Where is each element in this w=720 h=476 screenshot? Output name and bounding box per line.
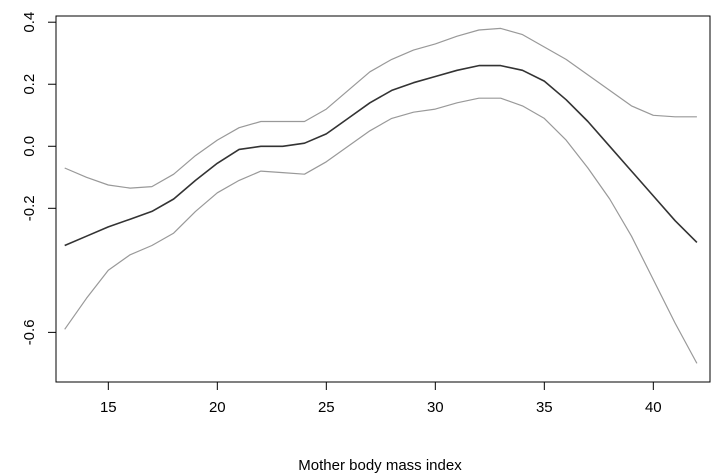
x-tick-label: 40 bbox=[645, 399, 662, 416]
series-line-3 bbox=[64, 97, 698, 364]
x-axis-label: Mother body mass index bbox=[298, 457, 462, 474]
series-line-2 bbox=[64, 64, 698, 247]
x-tick-label: 25 bbox=[318, 399, 335, 416]
plot-frame bbox=[55, 15, 711, 383]
x-tick-label: 35 bbox=[536, 399, 553, 416]
x-tick-label: 15 bbox=[100, 399, 117, 416]
x-tick-label: 20 bbox=[209, 399, 226, 416]
series-line-1 bbox=[64, 27, 697, 189]
y-axis: -0.6 -0.2 0.0 0.2 0.4 bbox=[21, 12, 56, 345]
y-tick-label: 0.0 bbox=[21, 136, 38, 157]
y-tick-label: -0.2 bbox=[21, 195, 38, 221]
y-tick-label: 0.2 bbox=[21, 74, 38, 95]
series-layer bbox=[64, 27, 698, 364]
y-tick-label: 0.4 bbox=[21, 12, 38, 33]
x-tick-label: 30 bbox=[427, 399, 444, 416]
x-axis: 15 20 25 30 35 40 bbox=[100, 382, 662, 416]
y-tick-label: -0.6 bbox=[21, 319, 38, 345]
plot-area bbox=[55, 15, 711, 383]
